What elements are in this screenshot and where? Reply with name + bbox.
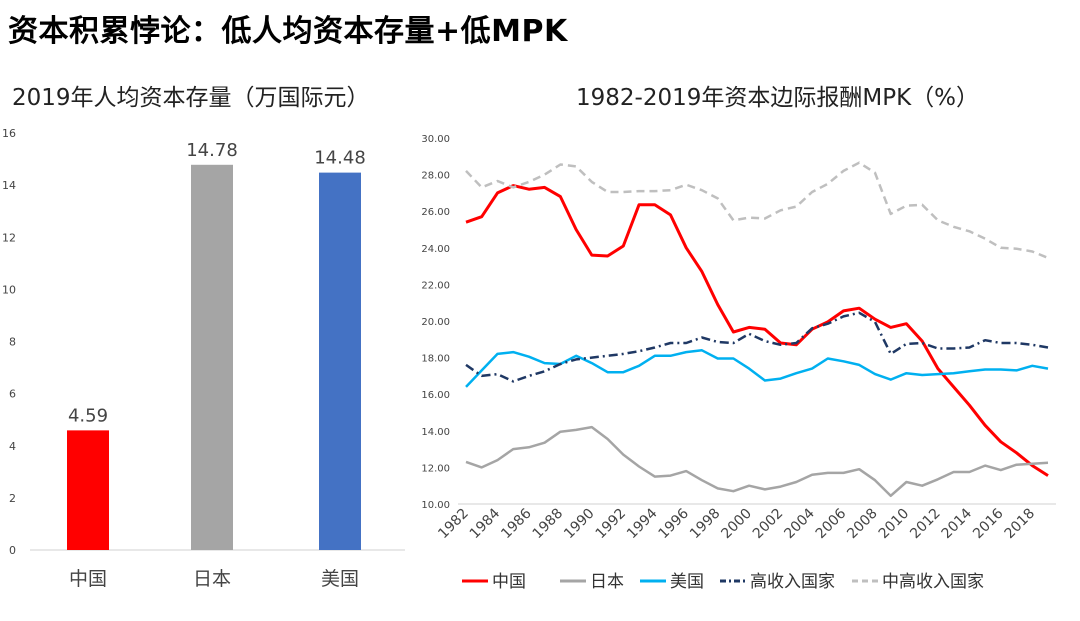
legend-label: 美国: [670, 572, 704, 592]
line-x-tick-label: 1990: [561, 506, 598, 543]
line-y-tick-label: 28.00: [421, 171, 450, 182]
line-x-tick-label: 1988: [530, 506, 567, 543]
bar-category-label: 中国: [69, 568, 107, 590]
bar-y-tick-label: 12: [2, 231, 16, 244]
bar-category-label: 美国: [321, 568, 359, 590]
series-line-3: [465, 311, 1049, 383]
bar-y-tick-label: 8: [9, 336, 16, 349]
line-y-tick-label: 18.00: [421, 354, 450, 365]
line-x-tick-label: 1998: [687, 506, 724, 543]
line-y-tick-label: 26.00: [421, 207, 450, 218]
page-headline: 资本积累悖论：低人均资本存量+低MPK: [8, 14, 568, 49]
line-x-tick-label: 2004: [781, 505, 818, 542]
series-line-2: [465, 349, 1049, 388]
line-chart-title: 1982-2019年资本边际报酬MPK（%）: [576, 85, 980, 111]
series-line-0: [465, 184, 1049, 477]
line-y-tick-label: 16.00: [421, 390, 450, 401]
bar-y-tick-label: 10: [2, 283, 16, 296]
line-x-tick-label: 1996: [656, 505, 693, 542]
bar-y-tick-label: 4: [9, 440, 16, 453]
bar-y-tick-label: 6: [9, 388, 16, 401]
legend-label: 日本: [590, 572, 624, 592]
bar-0: [67, 430, 109, 550]
bar-category-label: 日本: [193, 568, 231, 590]
line-x-tick-label: 2000: [718, 506, 755, 543]
bar-y-tick-label: 0: [9, 544, 16, 557]
line-x-tick-label: 2010: [876, 506, 913, 543]
legend-label: 中高收入国家: [882, 572, 984, 592]
series-line-4: [465, 161, 1049, 260]
series-line-1: [465, 425, 1049, 498]
line-y-tick-label: 24.00: [421, 244, 450, 255]
bar-value-label: 14.78: [186, 140, 238, 161]
line-y-tick-label: 20.00: [421, 317, 450, 328]
line-x-tick-label: 2012: [907, 506, 944, 543]
line-y-tick-label: 12.00: [421, 463, 450, 474]
line-x-tick-label: 2016: [970, 505, 1007, 542]
bar-y-tick-label: 16: [2, 127, 16, 140]
bar-1: [191, 164, 233, 550]
bar-2: [319, 172, 361, 551]
bar-value-label: 4.59: [68, 405, 108, 426]
bar-chart-title: 2019年人均资本存量（万国际元）: [12, 85, 370, 111]
line-x-tick-label: 2006: [813, 505, 850, 542]
line-y-tick-label: 14.00: [421, 427, 450, 438]
line-y-tick-label: 30.00: [421, 134, 450, 145]
bar-y-tick-label: 14: [2, 179, 16, 192]
legend-label: 中国: [492, 572, 526, 592]
line-x-tick-label: 2002: [750, 506, 787, 543]
line-x-tick-label: 2014: [939, 505, 976, 542]
bar-value-label: 14.48: [314, 148, 366, 169]
line-x-tick-label: 2018: [1002, 506, 1039, 543]
line-x-tick-label: 1984: [467, 505, 504, 542]
bar-y-tick-label: 2: [9, 492, 16, 505]
line-y-tick-label: 22.00: [421, 280, 450, 291]
line-y-tick-label: 10.00: [421, 500, 450, 511]
line-x-tick-label: 2008: [844, 506, 881, 543]
legend-label: 高收入国家: [750, 572, 835, 592]
line-x-tick-label: 1994: [624, 505, 661, 542]
line-x-tick-label: 1986: [498, 505, 535, 542]
line-x-tick-label: 1992: [593, 506, 630, 543]
